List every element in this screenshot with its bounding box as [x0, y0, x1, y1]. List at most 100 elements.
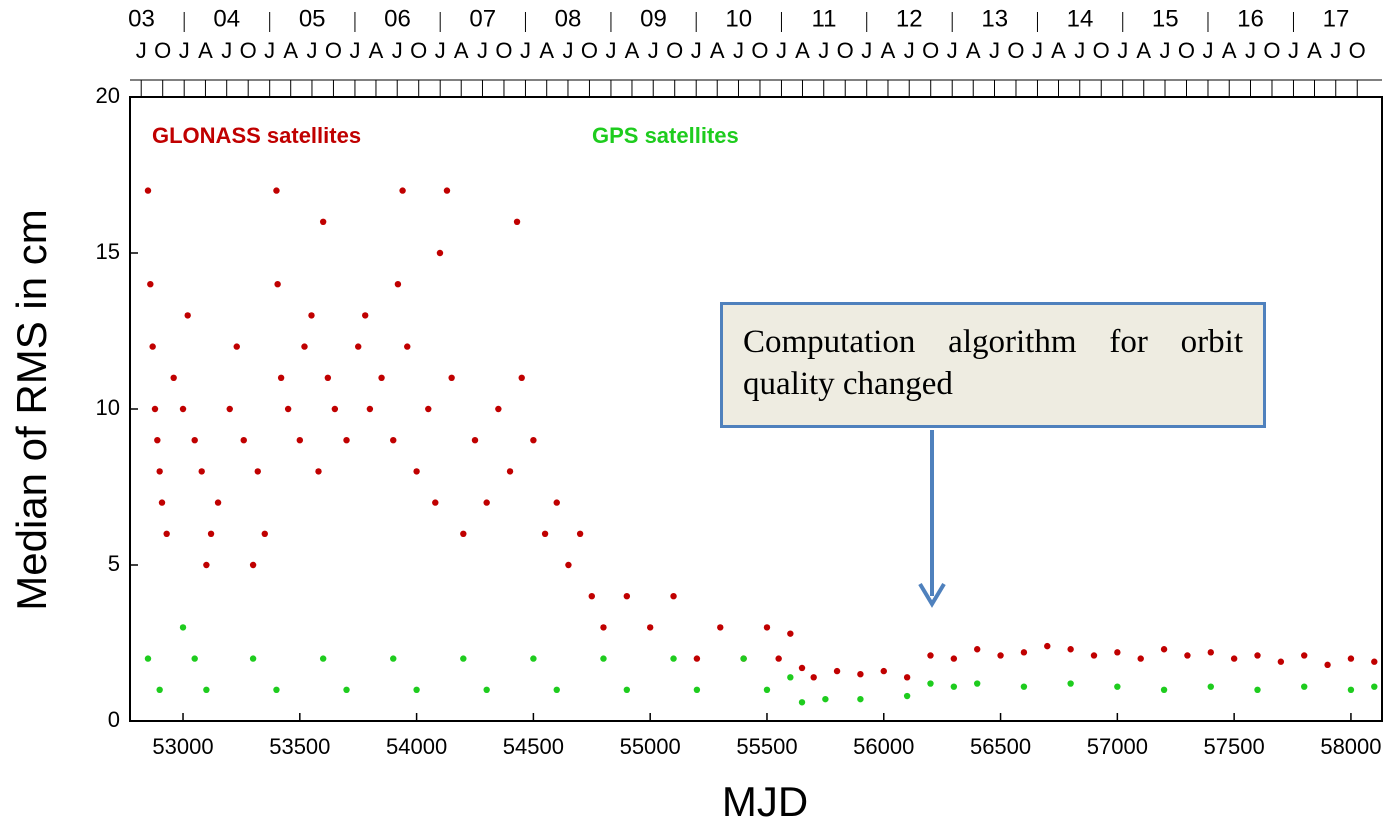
quarter-label: J	[1074, 38, 1085, 63]
point	[553, 499, 560, 506]
year-label: 10	[725, 5, 752, 32]
quarter-label: O	[666, 38, 683, 63]
point	[179, 624, 187, 631]
legend-label: GLONASS satellites	[152, 123, 361, 148]
point	[822, 695, 829, 703]
point	[600, 655, 607, 662]
y-axis-label: Median of RMS in cm	[8, 209, 55, 610]
point	[158, 499, 166, 506]
point	[717, 624, 724, 631]
point	[273, 686, 280, 693]
quarter-label: J	[562, 38, 573, 63]
point	[787, 674, 794, 681]
point	[273, 187, 280, 194]
point	[413, 468, 420, 475]
point	[203, 686, 210, 693]
point	[198, 468, 205, 475]
point	[974, 680, 981, 687]
quarter-label: J	[733, 38, 744, 63]
point	[1020, 649, 1028, 656]
quarter-label: J	[989, 38, 1000, 63]
point	[623, 593, 631, 600]
quarter-label: A	[1136, 38, 1151, 63]
point	[1020, 683, 1028, 690]
quarter-label: J	[776, 38, 787, 63]
quarter-label: J	[861, 38, 872, 63]
point	[261, 530, 268, 537]
quarter-label: J	[691, 38, 702, 63]
year-label: 17	[1323, 5, 1350, 32]
quarter-label: J	[648, 38, 659, 63]
point	[880, 667, 887, 675]
quarter-label: J	[947, 38, 958, 63]
point	[588, 593, 595, 600]
point	[343, 437, 350, 444]
point	[623, 686, 631, 693]
annotation: Computation algorithm for orbit quality …	[720, 302, 1266, 428]
point	[530, 655, 537, 662]
point	[156, 468, 163, 475]
point	[319, 218, 327, 225]
quarter-label: J	[520, 38, 531, 63]
point	[413, 686, 420, 693]
quarter-label: A	[198, 38, 213, 63]
point	[1090, 652, 1098, 659]
year-label: 14	[1067, 5, 1094, 32]
point	[763, 624, 771, 631]
point	[1184, 652, 1191, 659]
point	[284, 405, 292, 413]
point	[390, 437, 397, 444]
point	[249, 561, 257, 569]
point	[833, 667, 841, 675]
point	[249, 655, 257, 662]
point	[443, 187, 451, 194]
point	[378, 374, 385, 381]
y-tick-label: 10	[96, 395, 120, 420]
point	[436, 249, 444, 257]
arrow-head	[918, 582, 946, 608]
point	[798, 699, 806, 706]
point	[600, 624, 607, 631]
point	[1254, 652, 1261, 659]
point	[693, 655, 701, 662]
year-label: 12	[896, 5, 923, 32]
point	[149, 343, 156, 350]
point	[163, 530, 170, 537]
point	[903, 674, 911, 681]
year-label: 07	[469, 5, 496, 32]
point	[1230, 655, 1238, 662]
legend-label: GPS satellites	[592, 123, 739, 148]
x-tick-label: 53000	[152, 734, 213, 759]
point	[1254, 686, 1261, 693]
point	[1301, 652, 1308, 659]
quarter-label: O	[837, 38, 854, 63]
point	[798, 664, 806, 672]
point	[670, 655, 677, 662]
quarter-label: O	[410, 38, 427, 63]
year-label: 11	[812, 5, 837, 32]
quarter-label: J	[904, 38, 915, 63]
point	[191, 437, 198, 444]
quarter-label: A	[881, 38, 896, 63]
quarter-label: J	[221, 38, 232, 63]
quarter-label: J	[392, 38, 403, 63]
point	[343, 686, 350, 693]
quarter-label: A	[625, 38, 640, 63]
point	[156, 686, 163, 693]
point	[274, 281, 281, 288]
point	[927, 652, 934, 659]
point	[483, 686, 490, 693]
point	[471, 437, 479, 444]
point	[170, 374, 177, 381]
point	[553, 686, 560, 693]
point	[184, 312, 191, 319]
quarter-label: A	[1051, 38, 1066, 63]
point	[448, 374, 455, 381]
point	[670, 593, 677, 600]
point	[151, 405, 159, 413]
point	[154, 437, 161, 444]
point	[432, 499, 439, 506]
quarter-label: J	[179, 38, 190, 63]
point	[974, 646, 981, 653]
